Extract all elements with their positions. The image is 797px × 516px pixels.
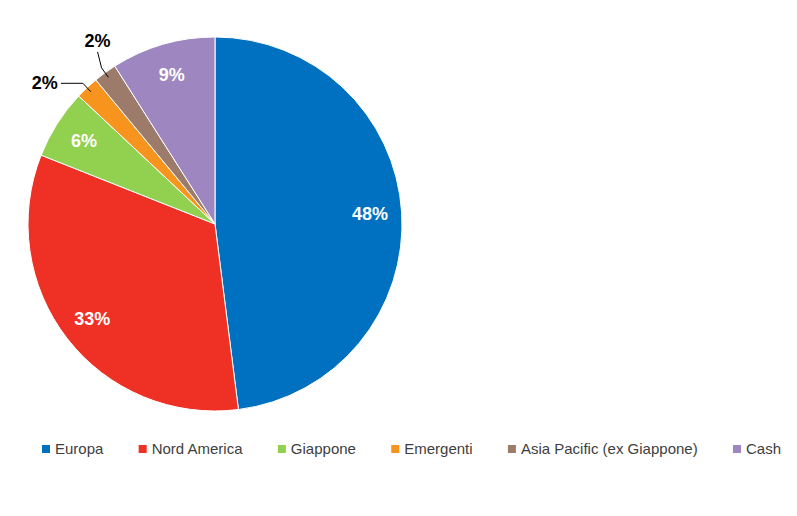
legend-swatch <box>278 445 286 453</box>
legend-swatch <box>508 445 516 453</box>
data-label: 6% <box>71 131 97 151</box>
legend-label: Giappone <box>291 440 356 457</box>
legend-label: Emergenti <box>404 440 472 457</box>
legend-label: Nord America <box>152 440 244 457</box>
slice <box>115 37 215 224</box>
legend-swatch <box>42 445 50 453</box>
data-label: 48% <box>352 204 388 224</box>
background <box>0 0 797 516</box>
legend-swatch <box>733 445 741 453</box>
chart: 48% 33% 6% 2% 2% 9% Europa Nord America Giappone… <box>0 0 797 516</box>
data-label: 9% <box>159 65 185 85</box>
legend: Europa Nord America Giappone Emergenti Asia … <box>42 440 781 457</box>
data-label: 2% <box>85 31 111 51</box>
leader-line <box>98 52 109 77</box>
legend-label: Europa <box>55 440 104 457</box>
legend-swatch <box>391 445 399 453</box>
data-label: 33% <box>74 309 110 329</box>
slices <box>28 37 402 411</box>
leader-line <box>61 83 91 91</box>
legend-label: Cash <box>746 440 781 457</box>
legend-swatch <box>139 445 147 453</box>
data-label: 2% <box>32 73 58 93</box>
data-labels: 48% 33% 6% 2% 2% 9% <box>32 31 388 329</box>
slice <box>215 37 402 410</box>
legend-label: Asia Pacific (ex Giappone) <box>521 440 698 457</box>
